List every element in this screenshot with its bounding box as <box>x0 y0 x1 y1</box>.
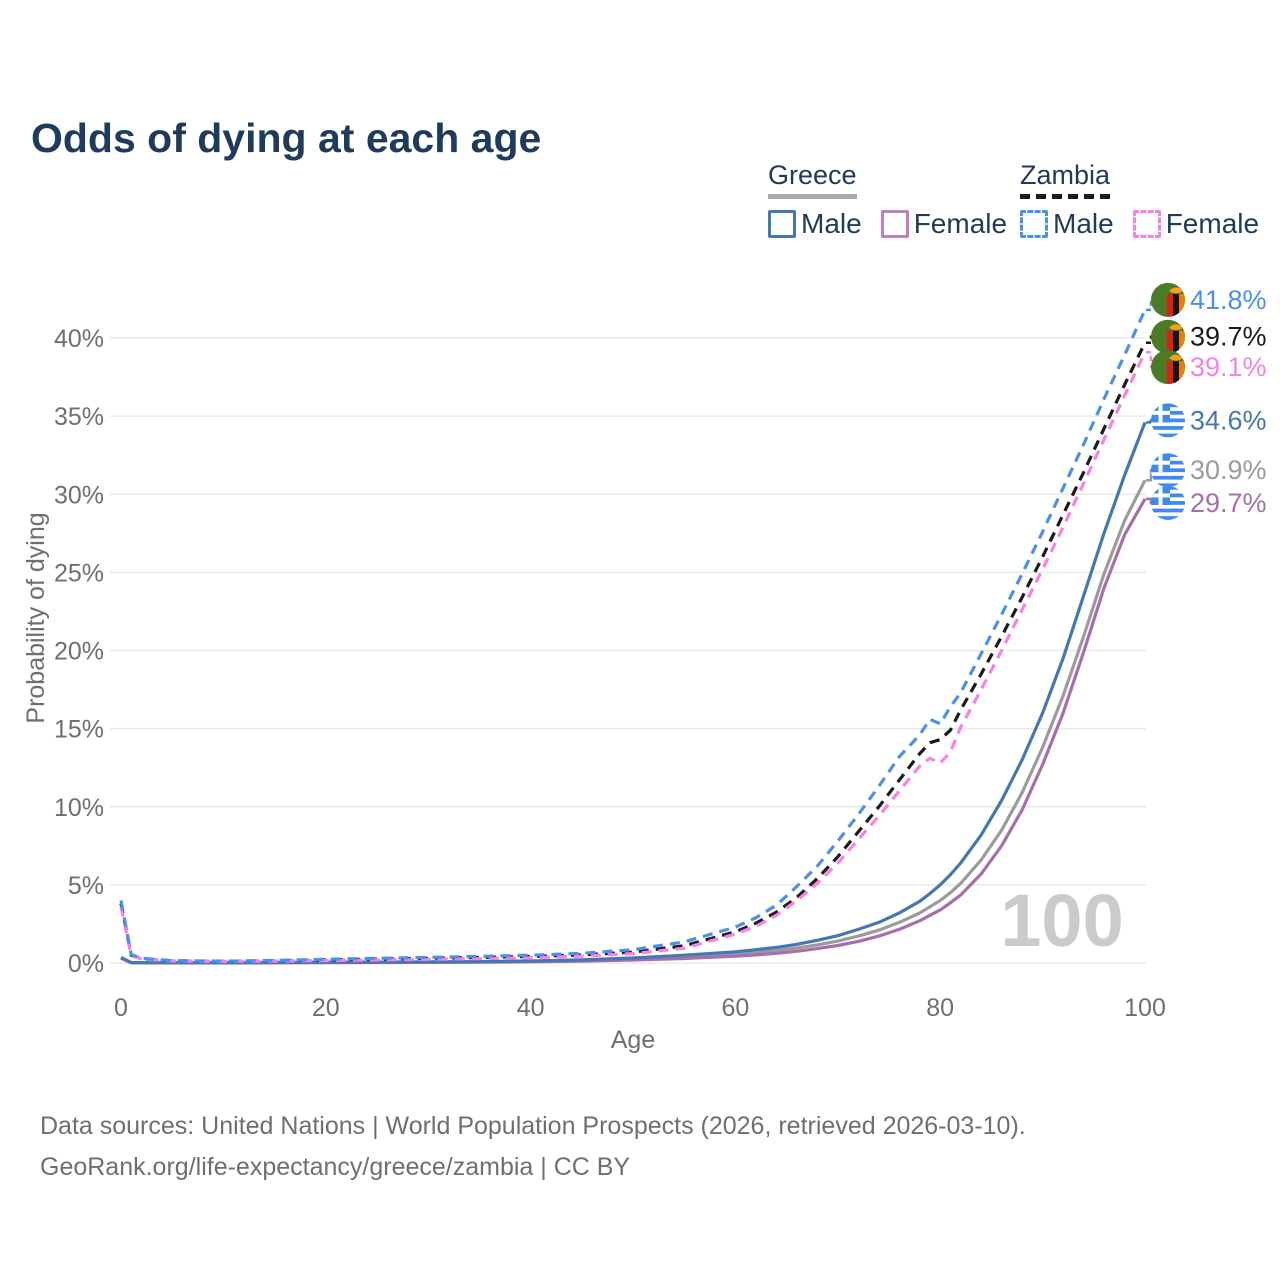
end-label-connector-zambia-male <box>1146 298 1156 312</box>
zambia-flag-eagle <box>1169 287 1183 294</box>
legend-label-zambia-female: Female <box>1165 208 1260 239</box>
zambia-flag-icon <box>1151 282 1185 317</box>
y-tick-label: 5% <box>68 872 104 900</box>
footer-line-2: GeoRank.org/life-expectancy/greece/zambi… <box>40 1153 631 1181</box>
greece-flag-icon <box>1151 403 1185 438</box>
page-title: Odds of dying at each age <box>31 115 542 162</box>
y-tick-label: 0% <box>68 950 104 978</box>
series-line-zambia-male[interactable] <box>119 309 1147 963</box>
y-axis-title: Probability of dying <box>22 512 50 723</box>
y-tick-label: 35% <box>54 403 104 431</box>
x-tick-label: 100 <box>1124 994 1166 1022</box>
greece-flag-stripe <box>1151 483 1185 488</box>
greece-flag-icon <box>1151 485 1185 520</box>
y-tick-label: 10% <box>54 794 104 822</box>
legend-group-greece: Greece Male Female <box>768 160 1026 240</box>
end-value-label-zambia-male: 41.8% <box>1190 285 1267 315</box>
series-line-greece-both[interactable] <box>120 479 1147 965</box>
end-value-label-zambia-female: 39.1% <box>1190 352 1267 382</box>
series-line-greece-female[interactable] <box>120 498 1147 965</box>
legend-label-zambia-male: Male <box>1053 208 1114 239</box>
zambia-flag-black-stripe <box>1173 330 1179 354</box>
greece-female-swatch-icon <box>880 210 909 238</box>
legend-label-greece-female: Female <box>913 208 1008 239</box>
zambia-flag-icon <box>1151 319 1185 354</box>
y-tick-label: 15% <box>54 716 104 744</box>
zambia-flag-orange-stripe <box>1179 330 1185 354</box>
end-value-label-greece-male: 34.6% <box>1190 405 1267 435</box>
zambia-female-swatch-icon <box>1132 210 1161 238</box>
zambia-flag-orange-stripe <box>1179 361 1185 385</box>
greece-flag-stripe <box>1151 433 1185 438</box>
zambia-flag-eagle <box>1169 324 1183 331</box>
y-tick-label: 40% <box>54 325 104 353</box>
legend-item-zambia-male[interactable]: Male <box>1020 208 1114 240</box>
greece-flag-stripe <box>1151 426 1185 430</box>
series-line-greece-male[interactable] <box>120 421 1147 965</box>
zambia-flag-icon <box>1151 350 1185 385</box>
zambia-flag-eagle <box>1169 354 1183 361</box>
y-tick-label: 25% <box>54 559 104 587</box>
greece-flag-icon <box>1151 453 1185 488</box>
zambia-flag-red-stripe <box>1167 330 1173 354</box>
data-source-footer: Data sources: United Nations | World Pop… <box>40 1106 1026 1188</box>
footer-line-1: Data sources: United Nations | World Pop… <box>40 1112 1026 1140</box>
zambia-flag-black-stripe <box>1173 293 1179 317</box>
greece-flag-cross-h <box>1151 410 1170 415</box>
greece-male-swatch-icon <box>768 210 796 238</box>
legend-group-zambia: Zambia Male Female <box>1020 160 1278 240</box>
legend-label-greece-male: Male <box>801 208 862 239</box>
zambia-flag-red-stripe <box>1167 361 1173 385</box>
x-tick-label: 40 <box>517 994 545 1022</box>
greece-flag-stripe <box>1151 508 1185 513</box>
greece-flag-stripe <box>1151 516 1185 520</box>
end-value-label-greece-both: 30.9% <box>1190 455 1267 485</box>
legend: Greece Male Female Zambia Male Female <box>0 160 1280 250</box>
x-axis-title: Age <box>611 1026 655 1054</box>
zambia-flag-red-stripe <box>1167 293 1173 317</box>
legend-item-greece-male[interactable]: Male <box>768 208 862 240</box>
zambia-flag-black-stripe <box>1173 361 1179 385</box>
end-value-label-greece-female: 29.7% <box>1190 488 1267 518</box>
zambia-male-swatch-icon <box>1020 210 1048 238</box>
y-tick-label: 30% <box>54 481 104 509</box>
x-tick-label: 0 <box>114 994 128 1022</box>
legend-item-zambia-female[interactable]: Female <box>1132 208 1260 240</box>
greece-flag-cross-h <box>1151 493 1170 498</box>
x-tick-label: 60 <box>721 994 749 1022</box>
series-line-zambia-both[interactable] <box>119 342 1147 963</box>
series-line-zambia-female[interactable] <box>119 351 1147 964</box>
end-value-label-zambia-both: 39.7% <box>1190 322 1267 352</box>
x-tick-label: 20 <box>312 994 340 1022</box>
age-counter-watermark: 100 <box>1000 879 1123 962</box>
legend-country-greece: Greece <box>768 160 857 199</box>
y-tick-label: 20% <box>54 638 104 666</box>
greece-flag-stripe <box>1151 475 1185 480</box>
greece-flag-cross-h <box>1151 460 1170 465</box>
legend-item-greece-female[interactable]: Female <box>880 208 1008 240</box>
x-tick-label: 80 <box>926 994 954 1022</box>
legend-country-zambia: Zambia <box>1020 160 1111 199</box>
zambia-flag-orange-stripe <box>1179 293 1185 317</box>
